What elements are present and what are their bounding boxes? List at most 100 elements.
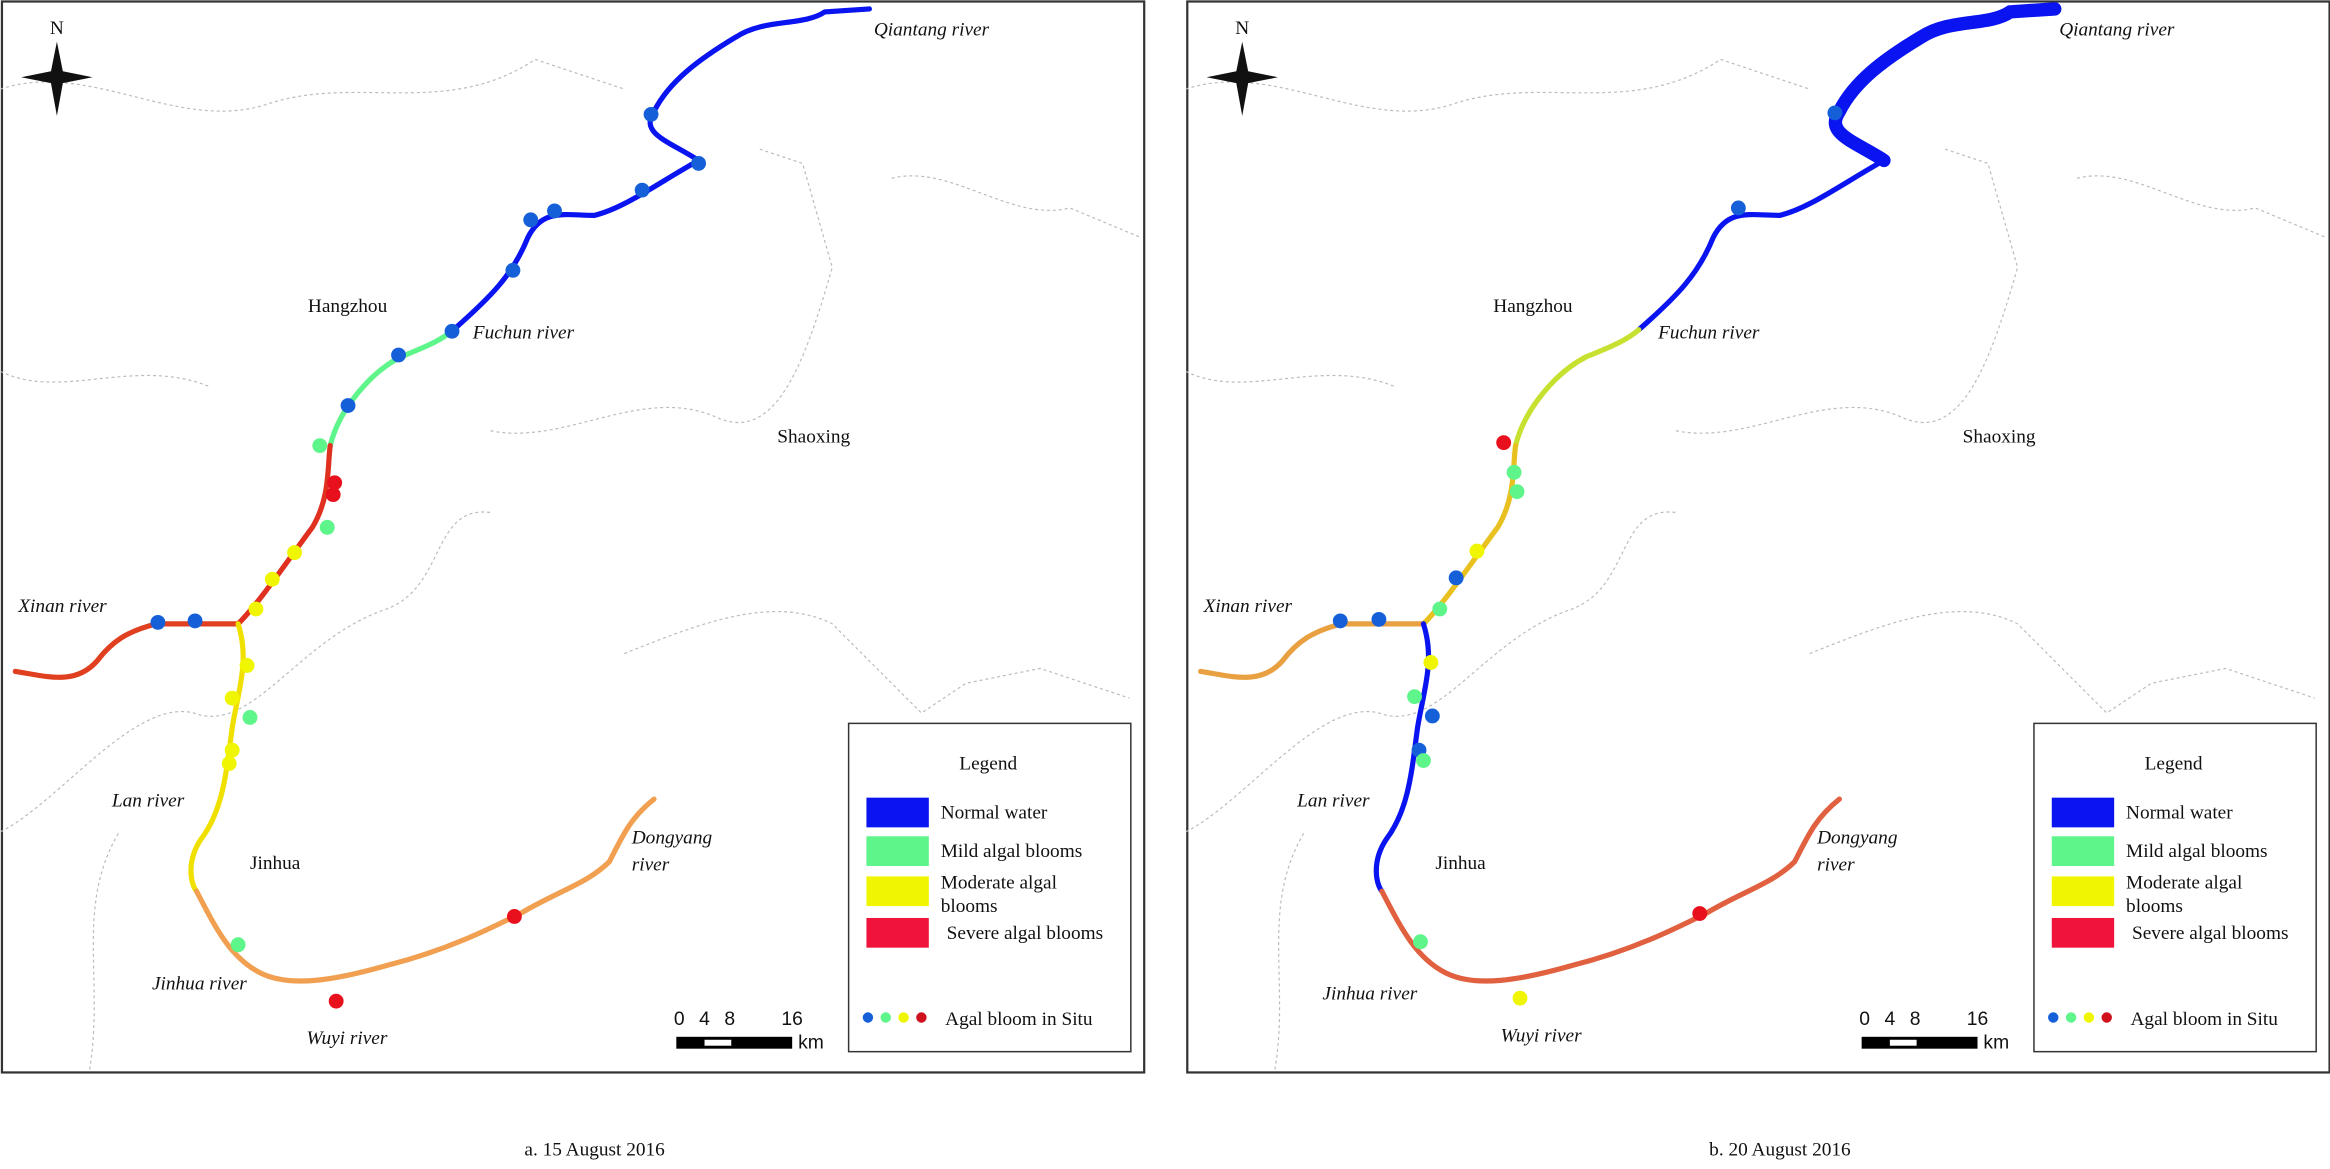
- legend-dot: [2083, 1012, 2095, 1023]
- place-label: Dongyang river: [631, 828, 713, 876]
- scale-label: 16: [1967, 1009, 1988, 1030]
- scale-label: 8: [1910, 1009, 1921, 1030]
- north-label: N: [50, 18, 64, 39]
- place-label: Lan river: [1296, 791, 1370, 812]
- place-label: Xinan river: [17, 596, 107, 617]
- in-situ-point: [230, 937, 246, 953]
- legend-dot: [916, 1012, 927, 1023]
- in-situ-point: [1730, 200, 1746, 216]
- in-situ-point: [239, 658, 255, 673]
- place-label: Dongyang river: [1816, 828, 1898, 876]
- in-situ-point: [187, 613, 203, 629]
- map-panel: N Qiantang river Hangzhou Fuchun river Shaox…: [1185, 0, 2330, 1161]
- legend-dot: [2065, 1012, 2077, 1023]
- legend-label: Normal water: [941, 802, 1048, 823]
- in-situ-point: [691, 155, 707, 171]
- river: [647, 6, 873, 164]
- legend-title: Legend: [2145, 753, 2203, 774]
- legend-dot: [2048, 1012, 2059, 1023]
- in-situ-point: [221, 756, 237, 771]
- place-label: Shaoxing: [1963, 427, 2036, 448]
- scale-bar-gap: [704, 1039, 732, 1046]
- place-label: Jinhua river: [152, 973, 247, 994]
- in-situ-point: [1432, 601, 1448, 617]
- place-label-line: Dongyang: [1816, 828, 1898, 849]
- place-label: Shaoxing: [777, 427, 850, 448]
- in-situ-point: [312, 438, 328, 454]
- boundary: [2076, 175, 2327, 239]
- in-situ-point: [1506, 464, 1522, 480]
- in-situ-point: [634, 182, 650, 198]
- caption: b. 20 August 2016: [1709, 1140, 1851, 1161]
- scale-unit: km: [798, 1033, 824, 1054]
- in-situ-point: [1371, 611, 1387, 627]
- legend-label: Moderate algal blooms: [2126, 872, 2242, 917]
- legend-dot: [880, 1012, 891, 1023]
- legend-label-line: Moderate algal: [2126, 872, 2242, 893]
- in-situ-point: [242, 710, 258, 725]
- boundary: [1809, 611, 2315, 714]
- in-situ-point: [523, 212, 539, 228]
- place-label: Qiantang river: [874, 20, 990, 41]
- in-situ-point: [150, 614, 166, 630]
- in-situ-point: [505, 262, 521, 278]
- in-situ-point: [1332, 613, 1348, 629]
- place-label: Fuchun river: [1657, 323, 1760, 344]
- place-label: Jinhua: [250, 853, 301, 874]
- place-label: Wuyi river: [1501, 1025, 1582, 1046]
- scale-label: 4: [1885, 1009, 1896, 1030]
- scale-bar: [676, 1036, 793, 1049]
- north-label: N: [1235, 18, 1249, 39]
- north-arrow: [1206, 41, 1278, 116]
- in-situ-point: [340, 398, 356, 413]
- scale-label: 0: [674, 1009, 685, 1030]
- place-label: Hangzhou: [1493, 296, 1573, 317]
- in-situ-point: [264, 571, 280, 587]
- in-situ-point: [1423, 655, 1439, 670]
- river: [1636, 157, 1887, 333]
- place-label-line: Dongyang: [631, 828, 713, 849]
- legend-dot: [898, 1012, 909, 1023]
- in-situ-point: [1448, 570, 1464, 586]
- legend-label: Mild algal blooms: [2126, 841, 2268, 862]
- scale-bar: [1861, 1036, 1978, 1049]
- legend-label: Mild algal blooms: [941, 841, 1083, 862]
- scale-label: 16: [781, 1009, 802, 1030]
- in-situ-point: [391, 347, 406, 363]
- in-situ-point: [1692, 906, 1708, 921]
- legend-label: Severe algal blooms: [2132, 923, 2288, 944]
- in-situ-point: [1424, 708, 1440, 724]
- in-situ-point: [328, 993, 344, 1009]
- river: [235, 443, 333, 627]
- place-label-line: river: [1817, 854, 1855, 875]
- scale-label: 8: [724, 1009, 735, 1030]
- legend-swatch: [866, 917, 929, 948]
- in-situ-point: [1416, 753, 1431, 768]
- place-label: Lan river: [111, 791, 185, 812]
- river: [1512, 327, 1642, 449]
- boundary: [0, 511, 491, 833]
- legend-label-line: blooms: [2126, 896, 2183, 917]
- legend-label: Moderate algal blooms: [941, 872, 1057, 917]
- boundary: [1185, 370, 1394, 387]
- boundary: [0, 370, 209, 387]
- in-situ-point: [224, 690, 240, 706]
- in-situ-point: [327, 475, 343, 491]
- river: [1198, 621, 1427, 680]
- scale-label: 4: [699, 1009, 710, 1030]
- legend-swatch: [866, 797, 929, 828]
- map-panel: N Qiantang river Hangzhou Fuchun river Shaox…: [0, 0, 1146, 1161]
- boundary: [624, 611, 1130, 714]
- in-situ-point: [444, 323, 460, 339]
- north-arrow: [21, 41, 93, 116]
- in-situ-point: [1469, 543, 1485, 559]
- river: [1379, 796, 1842, 984]
- legend-swatch: [866, 876, 929, 907]
- in-situ-point: [1496, 435, 1512, 451]
- river: [1373, 621, 1432, 894]
- place-label: Hangzhou: [308, 296, 388, 317]
- in-situ-point: [547, 203, 562, 219]
- scale-unit: km: [1983, 1033, 2009, 1054]
- place-label: Wuyi river: [306, 1028, 387, 1049]
- river: [188, 621, 246, 894]
